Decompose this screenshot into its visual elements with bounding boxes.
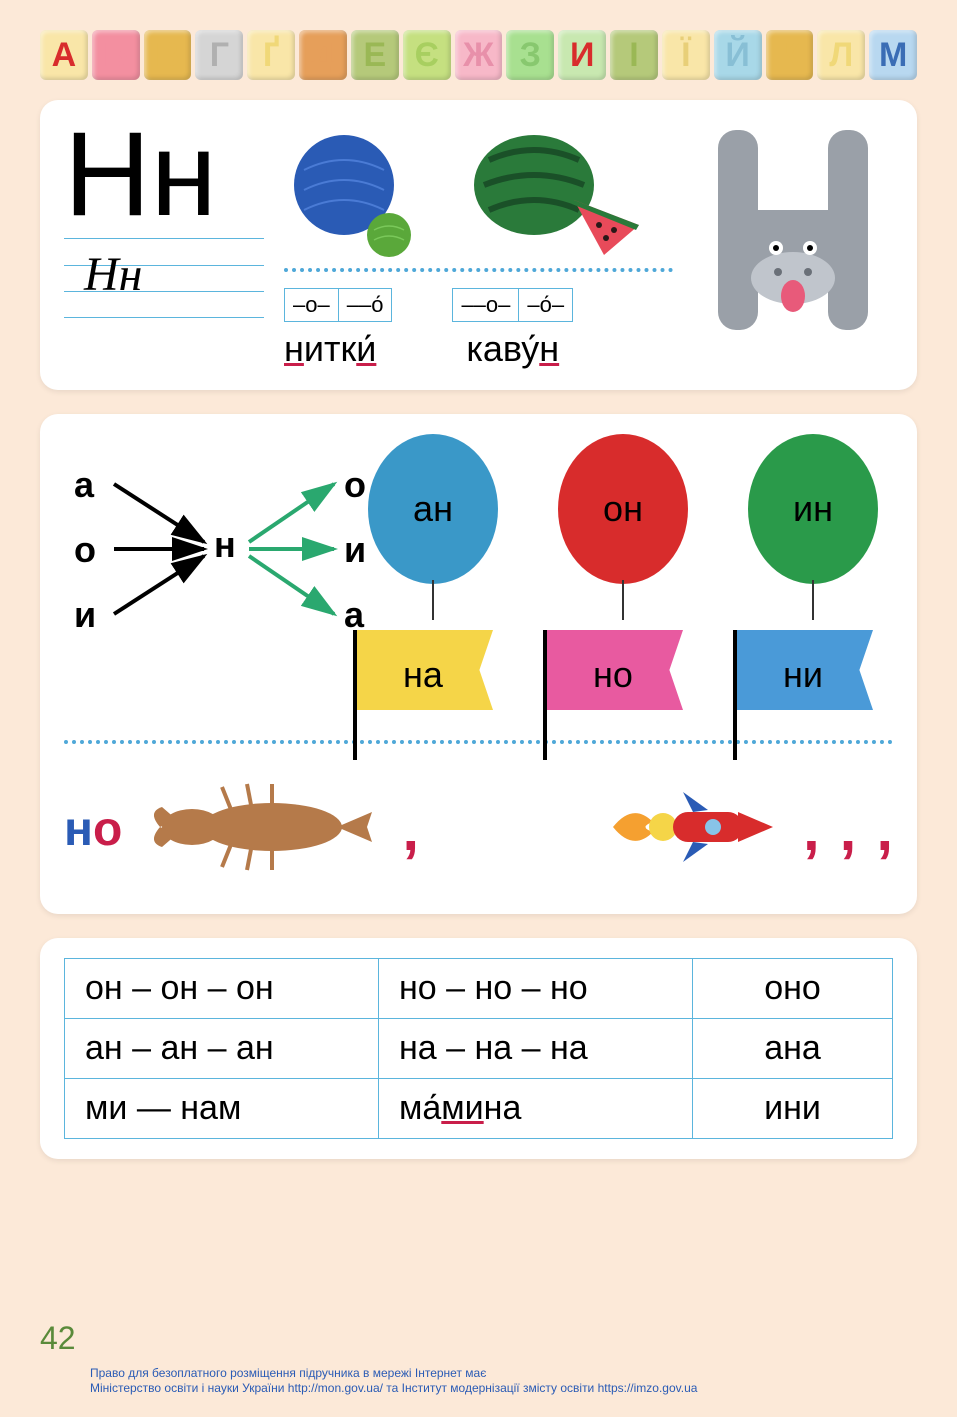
map-center-letter: н [214, 524, 236, 566]
yarn-icon [284, 130, 424, 260]
table-cell: ини [693, 1079, 893, 1139]
alphabet-strip: АБВГҐДЕЄЖЗИІЇЙКЛМ [40, 30, 917, 80]
alpha-block-Ж: Ж [455, 30, 503, 80]
crayfish-icon [142, 772, 382, 887]
alpha-block-Є: Є [403, 30, 451, 80]
comma-icon: , [876, 795, 893, 864]
table-cell: ана [693, 1019, 893, 1079]
table-cell: ми — нам [65, 1079, 379, 1139]
flag-но: но [543, 630, 703, 720]
syllable-schema-1: –о–––о́ [284, 288, 392, 322]
page-number: 42 [40, 1320, 76, 1357]
syllable-map: аои н оиа [64, 434, 333, 674]
balloon-label: он [603, 488, 643, 530]
alpha-block-Д: Д [299, 30, 347, 80]
map-left-letter: и [74, 594, 96, 636]
handwriting-lines: Нн [64, 238, 264, 318]
balloon-label: ан [413, 488, 453, 530]
comma-icon: , [840, 795, 857, 864]
hippo-letter-icon [693, 120, 893, 340]
rocket-icon [603, 782, 783, 877]
script-letter: Нн [84, 248, 142, 301]
alpha-block-Г: Г [195, 30, 243, 80]
syllable-schema-2: ––о––о́– [452, 288, 573, 322]
panel-letter-intro: Нн Нн [40, 100, 917, 390]
alpha-block-Л: Л [817, 30, 865, 80]
alpha-block-Й: Й [714, 30, 762, 80]
table-cell: на – на – на [379, 1019, 693, 1079]
map-left-letter: о [74, 529, 96, 571]
word-kavun: каву́н [466, 328, 559, 370]
map-right-letter: и [344, 529, 366, 571]
alpha-block-З: З [506, 30, 554, 80]
divider [64, 740, 893, 744]
footer-text: Право для безоплатного розміщення підруч… [90, 1366, 917, 1397]
alpha-block-А: А [40, 30, 88, 80]
watermelon-icon [464, 130, 644, 260]
panel-reading-table: он – он – онно – но – нооно ан – ан – анн… [40, 938, 917, 1159]
flag-ни: ни [733, 630, 893, 720]
alpha-block-І: І [610, 30, 658, 80]
balloon-он: он [543, 434, 703, 620]
alpha-block-Е: Е [351, 30, 399, 80]
alpha-block-М: М [869, 30, 917, 80]
alpha-block-В: В [144, 30, 192, 80]
word-nytky: нитки́ [284, 328, 376, 370]
map-left-letter: а [74, 464, 94, 506]
comma-icon: , [803, 795, 820, 864]
table-cell: но – но – но [379, 959, 693, 1019]
rebus-prefix: но [64, 802, 122, 857]
balloon-label: ин [793, 488, 833, 530]
table-cell: ма́мина [379, 1079, 693, 1139]
alpha-block-Ї: Ї [662, 30, 710, 80]
balloon-ин: ин [733, 434, 893, 620]
alpha-block-К: К [766, 30, 814, 80]
table-cell: оно [693, 959, 893, 1019]
alpha-block-И: И [558, 30, 606, 80]
map-right-letter: о [344, 464, 366, 506]
panel-syllables: аои н оиа анонин нанони но [40, 414, 917, 914]
table-cell: он – он – он [65, 959, 379, 1019]
alpha-block-Б: Б [92, 30, 140, 80]
flag-label: на [403, 654, 443, 696]
comma-icon: , [402, 795, 419, 864]
flag-label: ни [783, 654, 823, 696]
flag-на: на [353, 630, 513, 720]
flag-label: но [593, 654, 633, 696]
syllable-table: он – он – онно – но – нооно ан – ан – анн… [64, 958, 893, 1139]
alpha-block-Ґ: Ґ [247, 30, 295, 80]
table-cell: ан – ан – ан [65, 1019, 379, 1079]
big-letter: Нн [64, 120, 264, 228]
